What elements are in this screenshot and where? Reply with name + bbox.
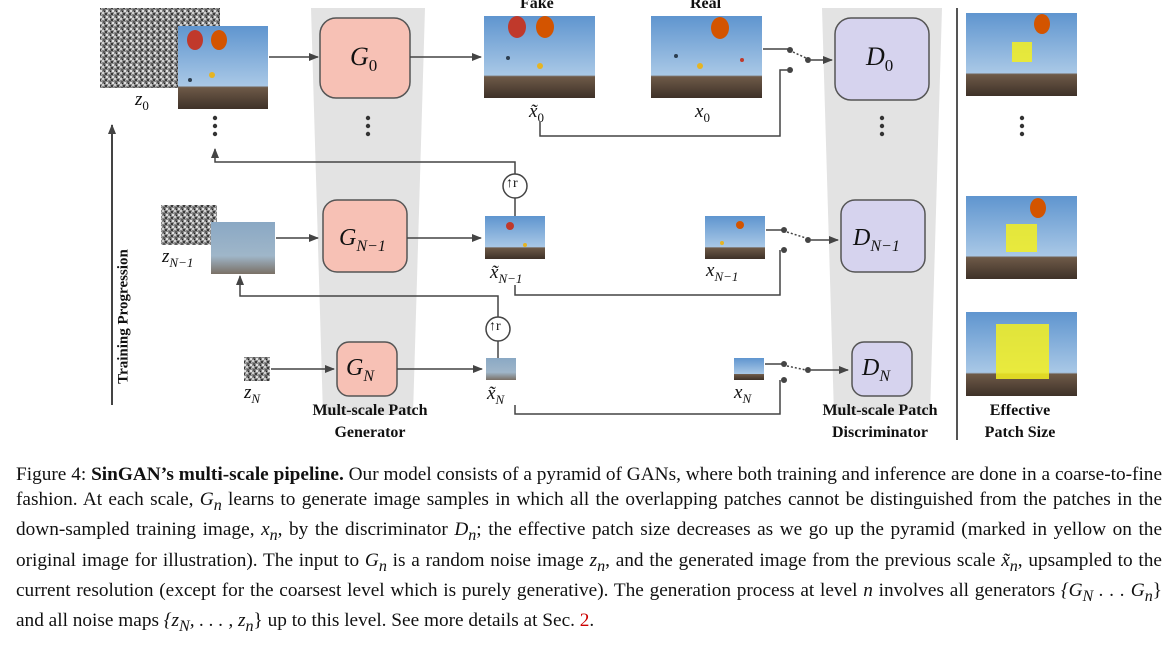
arrow-upsample-to-row0 bbox=[211, 148, 516, 175]
pipeline-diagram bbox=[100, 8, 1077, 440]
generator-caption: Mult-scale Patch Generator bbox=[312, 402, 428, 441]
d0-label: D0 bbox=[866, 42, 894, 76]
discriminator-dN bbox=[851, 341, 913, 397]
real-column-label: Real bbox=[690, 0, 722, 12]
singan-pipeline-figure: Fake Real G0 GN−1 GN D0 DN−1 DN z0 zN−1 … bbox=[100, 0, 1077, 441]
line-fakeN-1-to-switch bbox=[514, 250, 781, 296]
z0-label: z0 bbox=[135, 89, 149, 113]
patch-image-rowN bbox=[966, 312, 1077, 396]
real-image-xN bbox=[734, 358, 764, 380]
x-tilde-0-label: x̃0 bbox=[529, 101, 544, 125]
fake-column-label: Fake bbox=[520, 0, 554, 12]
x0-label: x0 bbox=[695, 101, 710, 125]
zN-1-label: zN−1 bbox=[162, 246, 194, 270]
real-image-xN-1 bbox=[705, 216, 765, 259]
dN-1-label: DN−1 bbox=[853, 225, 900, 255]
image-input-row0 bbox=[178, 26, 268, 109]
fake-image-xN-1 bbox=[485, 216, 545, 259]
noise-map-zN bbox=[244, 357, 270, 381]
noise-map-zN-1 bbox=[161, 205, 217, 245]
gN-label: GN bbox=[346, 355, 375, 385]
discriminator-dN-1 bbox=[840, 199, 926, 273]
caption-title: SinGAN’s multi-scale pipeline. bbox=[91, 464, 344, 485]
patch-size-caption: Effective Patch Size bbox=[984, 402, 1056, 441]
line-fake0-to-switch bbox=[539, 69, 787, 137]
discriminator-d0 bbox=[834, 17, 930, 101]
upsample-symbol-bottom: ↑r bbox=[489, 319, 501, 334]
xN-label: xN bbox=[734, 382, 752, 406]
discriminator-caption: Mult-scale Patch Discriminator bbox=[822, 402, 938, 441]
fake-image-x0 bbox=[484, 16, 595, 98]
xN-1-label: xN−1 bbox=[706, 260, 739, 284]
figure-caption: Figure 4: SinGAN’s multi-scale pipeline.… bbox=[16, 464, 1163, 636]
generator-gN-1 bbox=[322, 199, 408, 273]
zN-label: zN bbox=[244, 382, 261, 406]
line-fakeN-to-switch bbox=[514, 380, 781, 415]
x-tilde-N-label: x̃N bbox=[487, 383, 505, 407]
image-input-rowN-1 bbox=[211, 222, 275, 274]
upsample-symbol-top: ↑r bbox=[506, 176, 518, 191]
patch-image-row0 bbox=[966, 13, 1077, 96]
g0-label: G0 bbox=[350, 42, 378, 76]
training-progression-label: Training Progression bbox=[115, 249, 132, 384]
dN-label: DN bbox=[862, 355, 891, 385]
vertical-ellipsis-dots bbox=[212, 115, 1025, 137]
arrow-upsample-to-rowN-1 bbox=[236, 275, 499, 327]
x-tilde-N-1-label: x̃N−1 bbox=[490, 262, 523, 286]
patch-image-rowN-1 bbox=[966, 196, 1077, 279]
gN-1-label: GN−1 bbox=[339, 225, 386, 255]
section-reference-link[interactable]: 2 bbox=[579, 610, 590, 632]
generator-g0 bbox=[319, 17, 411, 99]
fake-image-xN bbox=[486, 358, 516, 380]
real-image-x0 bbox=[651, 16, 762, 98]
